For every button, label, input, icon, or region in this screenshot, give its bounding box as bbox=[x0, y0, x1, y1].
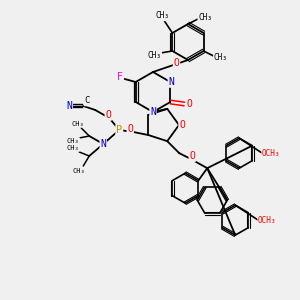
Text: N: N bbox=[66, 101, 72, 111]
Text: CH₃: CH₃ bbox=[148, 50, 161, 59]
Text: CH₃: CH₃ bbox=[72, 121, 85, 127]
Text: CH₃: CH₃ bbox=[73, 168, 85, 174]
Text: C: C bbox=[85, 97, 90, 106]
Text: CH₃: CH₃ bbox=[155, 11, 169, 20]
Text: CH₃: CH₃ bbox=[67, 138, 80, 144]
Text: CH₃: CH₃ bbox=[67, 145, 80, 151]
Text: O: O bbox=[179, 120, 185, 130]
Text: OCH₃: OCH₃ bbox=[258, 216, 277, 225]
Text: OCH₃: OCH₃ bbox=[262, 149, 280, 158]
Text: N: N bbox=[168, 77, 174, 87]
Text: O: O bbox=[127, 124, 133, 134]
Text: O: O bbox=[174, 58, 179, 68]
Text: F: F bbox=[117, 72, 123, 82]
Text: O: O bbox=[189, 151, 195, 161]
Text: P: P bbox=[116, 125, 122, 135]
Text: O: O bbox=[105, 110, 111, 120]
Text: N: N bbox=[100, 139, 106, 149]
Text: CH₃: CH₃ bbox=[214, 53, 227, 62]
Text: CH₃: CH₃ bbox=[198, 14, 212, 22]
Text: O: O bbox=[186, 99, 192, 109]
Text: N: N bbox=[150, 107, 156, 117]
